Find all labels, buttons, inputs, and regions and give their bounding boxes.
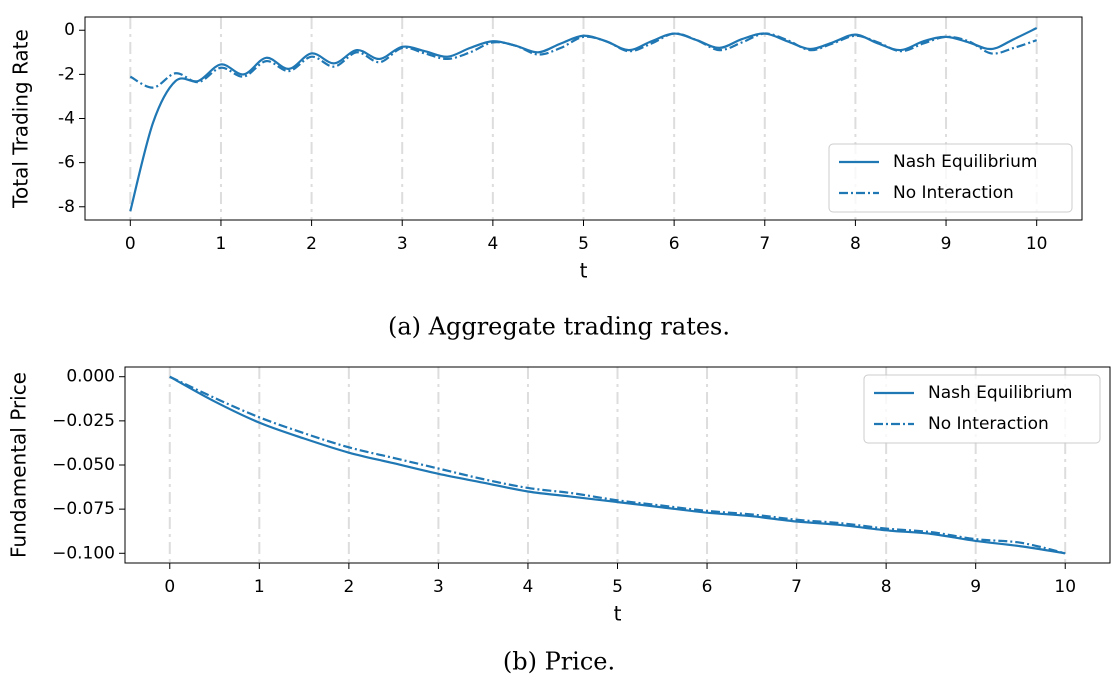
- legend-label: Nash Equilibrium: [928, 383, 1072, 403]
- y-tick-label: -4: [58, 109, 75, 129]
- x-tick-label: 6: [702, 577, 713, 597]
- legend-label: No Interaction: [928, 414, 1049, 434]
- axes-frame: [124, 366, 1111, 564]
- caption: (b) Price.: [503, 648, 615, 676]
- y-tick-label: 0: [64, 20, 75, 40]
- x-tick-label: 3: [433, 577, 444, 597]
- x-axis-label: t: [580, 259, 588, 283]
- y-tick-label: -6: [58, 153, 75, 173]
- series-line: [169, 375, 1066, 555]
- x-tick-label: 2: [306, 234, 317, 254]
- x-tick-label: 9: [970, 577, 981, 597]
- y-tick-label: −0.100: [52, 543, 115, 563]
- x-tick-label: 5: [612, 577, 623, 597]
- x-tick-label: 7: [791, 577, 802, 597]
- series-line: [129, 32, 1038, 89]
- legend-label: No Interaction: [893, 183, 1014, 203]
- legend: Nash Equilibrium No Interaction: [863, 374, 1101, 444]
- y-tick-label: -8: [58, 197, 75, 217]
- plot-area: 0 1 2 3 4 5 6 7 8 9 10 0.000 −0.025 −0.050 −0.075 −0.10…: [7, 366, 1111, 626]
- y-tick-label: -2: [58, 64, 75, 84]
- x-tick-label: 8: [850, 234, 861, 254]
- y-axis-label: Total Trading Rate: [9, 29, 33, 209]
- legend-box: [863, 374, 1101, 444]
- series-line: [169, 375, 1066, 555]
- x-tick-label: 7: [759, 234, 770, 254]
- x-tick-label: 1: [216, 234, 227, 254]
- x-tick-label: 6: [669, 234, 680, 254]
- x-tick-label: 10: [1054, 577, 1076, 597]
- x-tick-label: 9: [941, 234, 952, 254]
- y-tick-label: −0.050: [52, 455, 115, 475]
- y-tick-label: 0.000: [66, 367, 115, 387]
- axes-frame: [84, 16, 1083, 221]
- x-tick-label: 5: [578, 234, 589, 254]
- legend-box: [828, 143, 1073, 213]
- x-tick-label: 2: [343, 577, 354, 597]
- x-tick-label: 4: [487, 234, 498, 254]
- x-tick-label: 4: [523, 577, 534, 597]
- y-axis-label: Fundamental Price: [7, 372, 31, 558]
- legend-label: Nash Equilibrium: [893, 152, 1037, 172]
- x-tick-label: 10: [1026, 234, 1048, 254]
- caption: (a) Aggregate trading rates.: [388, 313, 730, 341]
- x-axis-label: t: [614, 602, 622, 626]
- x-tick-label: 1: [254, 577, 265, 597]
- x-tick-label: 3: [397, 234, 408, 254]
- x-tick-label: 0: [164, 577, 175, 597]
- x-tick-label: 8: [881, 577, 892, 597]
- x-tick-label: 0: [125, 234, 136, 254]
- y-tick-label: −0.025: [52, 411, 115, 431]
- legend: Nash Equilibrium No Interaction: [828, 143, 1073, 213]
- y-tick-label: −0.075: [52, 499, 115, 519]
